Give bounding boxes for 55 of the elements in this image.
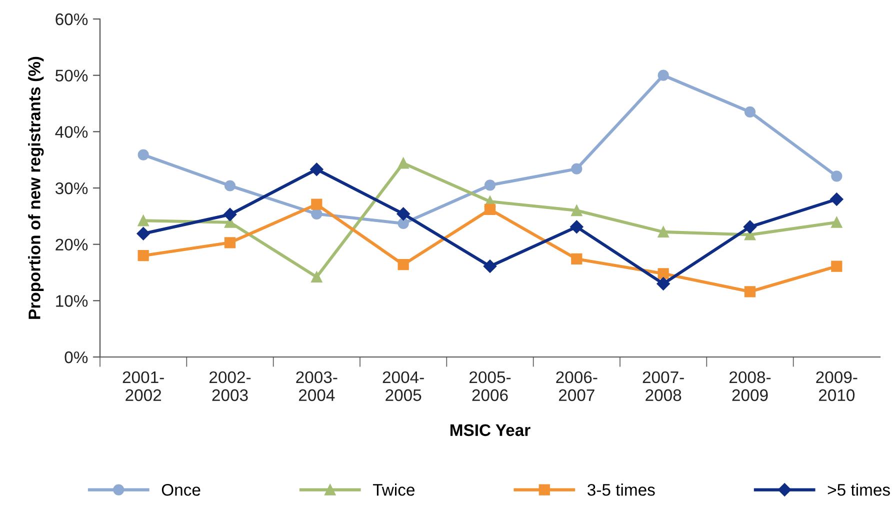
point	[571, 163, 582, 174]
point	[398, 218, 409, 230]
point	[571, 253, 582, 265]
point	[830, 192, 844, 206]
y-tick-label: 40%	[55, 126, 88, 138]
legend-label: Twice	[372, 484, 414, 496]
point	[138, 250, 149, 262]
point	[570, 220, 584, 234]
point	[831, 216, 842, 228]
point	[311, 208, 322, 220]
point	[138, 149, 149, 160]
x-axis-title: MSIC Year	[450, 424, 530, 436]
x-tick-label: 2003- 2004	[296, 371, 338, 402]
legend-label: >5 times	[828, 484, 890, 496]
x-tick-label: 2002- 2003	[210, 371, 251, 402]
point	[311, 198, 322, 210]
y-tick-label: 10%	[56, 295, 88, 307]
point	[658, 268, 669, 280]
y-tick-label: 50%	[56, 70, 88, 82]
legend-label: Once	[162, 484, 200, 496]
point	[743, 220, 757, 234]
y-tick-label: 60%	[56, 13, 88, 26]
point	[223, 208, 237, 222]
point	[658, 226, 669, 238]
y-tick-label: 30%	[55, 182, 88, 194]
point	[136, 227, 150, 240]
x-tick-label: 2009- 2010	[816, 371, 858, 402]
y-tick-label: 20%	[56, 238, 88, 251]
y-axis-title: Proportion of new registrants (%)	[28, 56, 44, 319]
point	[224, 180, 236, 192]
point	[138, 215, 149, 226]
point	[398, 158, 409, 169]
legend-label: 3-5 times	[588, 484, 655, 496]
y-tick-label: 0%	[64, 351, 88, 364]
point	[310, 162, 324, 176]
x-tick-label: 2001- 2002	[122, 371, 164, 402]
x-tick-label: 2004- 2005	[382, 371, 424, 402]
x-tick-label: 2005- 2006	[470, 371, 511, 402]
point	[483, 260, 497, 273]
x-tick-label: 2008- 2009	[730, 371, 771, 402]
point	[224, 237, 236, 248]
point	[311, 271, 322, 283]
point	[398, 259, 409, 270]
point	[484, 180, 496, 191]
point	[831, 170, 842, 182]
point	[396, 207, 410, 220]
point	[744, 106, 756, 118]
point	[571, 204, 582, 216]
x-tick-label: 2007- 2008	[642, 371, 684, 402]
x-tick-label: 2006- 2007	[556, 371, 598, 402]
point	[744, 286, 756, 298]
point	[656, 277, 670, 290]
point	[831, 260, 842, 272]
point	[484, 204, 496, 215]
point	[658, 70, 669, 81]
